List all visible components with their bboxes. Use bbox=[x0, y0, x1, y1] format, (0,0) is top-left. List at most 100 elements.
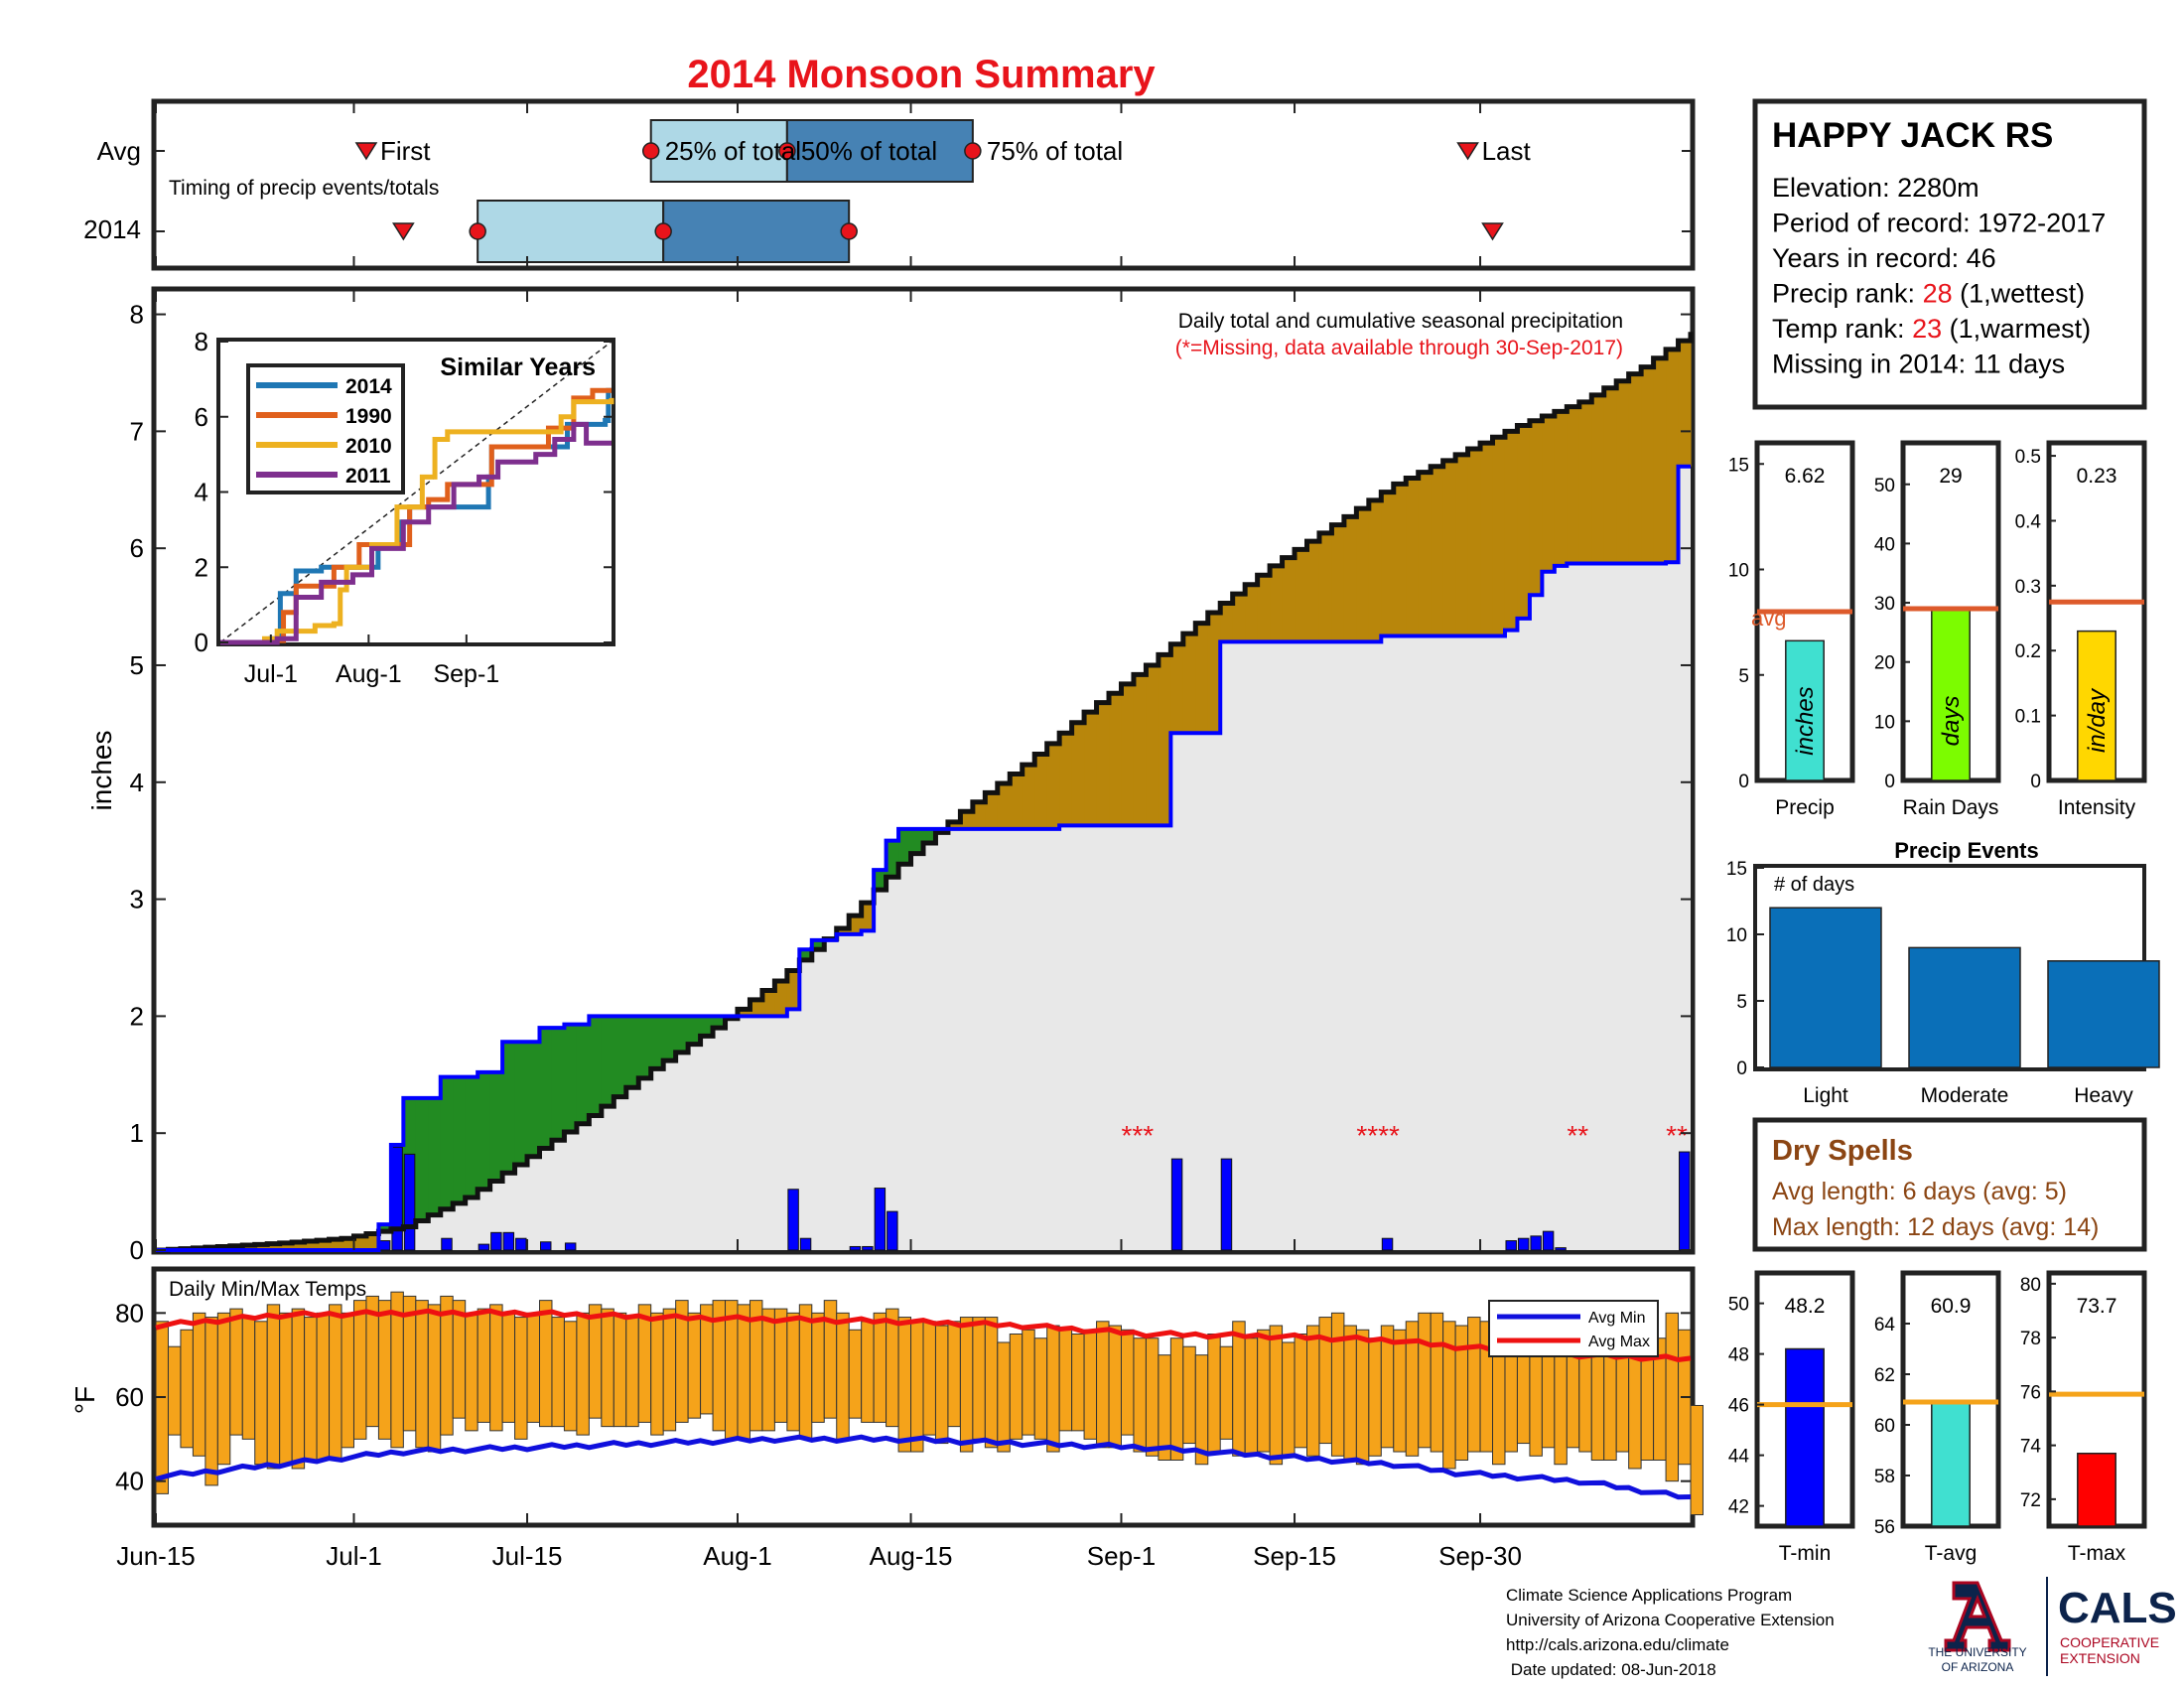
summary-value: 60.9 bbox=[1931, 1295, 1972, 1318]
below-average-segment bbox=[1678, 341, 1692, 467]
average-cumulative-line bbox=[156, 332, 1694, 1253]
daily-temp-bar bbox=[1219, 1345, 1234, 1440]
summary-unit: inches bbox=[1792, 686, 1819, 755]
daily-precip-bar bbox=[1170, 1158, 1183, 1251]
date-tick-label: Jun-15 bbox=[116, 1541, 196, 1571]
cals-logo: CALS COOPERATIVE EXTENSION bbox=[2058, 1584, 2177, 1666]
legend-label-1990: 1990 bbox=[345, 405, 392, 428]
event-category-label: Heavy bbox=[2074, 1084, 2133, 1107]
daily-temps-ylabel: °F bbox=[69, 1386, 100, 1414]
summary-label: Intensity bbox=[2058, 796, 2136, 819]
below-average-segment bbox=[1356, 508, 1370, 642]
footer: Climate Science Applications Program Uni… bbox=[1506, 1577, 2177, 1679]
daily-temp-bar bbox=[514, 1317, 528, 1440]
timing-2014-first-marker bbox=[392, 222, 415, 241]
above-average-segment bbox=[898, 828, 912, 865]
station-line: Period of record: 1972-2017 bbox=[1772, 209, 2106, 238]
temp-y-tick-label: 80 bbox=[115, 1298, 144, 1328]
above-average-segment bbox=[614, 1016, 627, 1097]
summary-y-tick-label: 0.5 bbox=[2015, 447, 2041, 468]
summary-y-tick-label: 0.2 bbox=[2015, 641, 2041, 662]
legend-label-2010: 2010 bbox=[345, 435, 392, 458]
missing-data-marker: ** bbox=[1567, 1120, 1588, 1151]
below-average-segment bbox=[1245, 584, 1259, 642]
daily-precip-bar bbox=[787, 1189, 799, 1251]
daily-temp-bar bbox=[972, 1317, 986, 1440]
above-average-segment bbox=[923, 828, 937, 844]
dry-spells-title: Dry Spells bbox=[1772, 1135, 1913, 1167]
summary-value: 48.2 bbox=[1785, 1295, 1826, 1318]
date-tick-label: Aug-15 bbox=[870, 1541, 953, 1571]
daily-temp-bar bbox=[1145, 1337, 1160, 1457]
below-average-segment bbox=[1653, 357, 1667, 564]
below-average-segment bbox=[1554, 411, 1568, 566]
daily-temp-bar bbox=[637, 1304, 652, 1423]
station-line-value: 11 days bbox=[1974, 350, 2066, 379]
cumulative-y-tick-label: 2 bbox=[130, 1001, 144, 1031]
cals-logo-line-1: COOPERATIVE bbox=[2060, 1634, 2159, 1650]
daily-temp-bar bbox=[1330, 1312, 1345, 1457]
cumulative-y-tick-label: 3 bbox=[130, 885, 144, 914]
above-average-segment bbox=[478, 1071, 491, 1190]
station-line-value: 2280m bbox=[1897, 173, 1979, 203]
below-average-segment bbox=[1096, 702, 1110, 826]
station-line-label: Period of record: bbox=[1772, 209, 1978, 238]
above-average-segment bbox=[539, 1028, 553, 1149]
daily-temp-bar bbox=[1182, 1345, 1196, 1445]
timing-2014-second-half-box bbox=[662, 200, 851, 263]
below-average-segment bbox=[304, 1241, 318, 1250]
daily-temp-bar bbox=[1022, 1329, 1035, 1436]
timing-row-2014: 2014 bbox=[83, 214, 141, 244]
daily-precip-bar bbox=[1220, 1158, 1233, 1251]
timing-label-p50: 50% of total bbox=[801, 136, 937, 166]
station-line-value: 23 bbox=[1912, 314, 1942, 344]
above-average-segment bbox=[663, 1016, 677, 1061]
below-average-segment bbox=[1270, 565, 1284, 642]
summary-y-tick-label: 0.4 bbox=[2015, 511, 2042, 532]
daily-precip-bar bbox=[403, 1153, 416, 1251]
daily-temp-bar bbox=[687, 1312, 702, 1419]
below-average-segment bbox=[750, 999, 763, 1017]
summary-value: 0.23 bbox=[2077, 465, 2117, 488]
ua-logo-line-2: OF ARIZONA bbox=[1942, 1660, 2014, 1674]
avg-min-line bbox=[155, 1434, 1692, 1500]
daily-temp-bar bbox=[352, 1300, 367, 1440]
below-average-segment bbox=[960, 811, 974, 829]
below-average-segment bbox=[1442, 460, 1456, 636]
precip-events-title: Precip Events bbox=[1894, 838, 2039, 863]
daily-temp-bar bbox=[155, 1321, 169, 1494]
legend-avg-min-label: Avg Min bbox=[1588, 1310, 1646, 1327]
daily-temp-bar bbox=[279, 1312, 293, 1466]
below-average-segment bbox=[1504, 431, 1519, 631]
timing-avg-second-half-box bbox=[785, 119, 974, 183]
similar-years-x-tick-label: Jul-1 bbox=[244, 660, 298, 688]
daily-temp-bar bbox=[773, 1308, 788, 1423]
below-average-segment bbox=[997, 782, 1011, 829]
summary-y-tick-label: 58 bbox=[1874, 1467, 1895, 1487]
above-average-segment bbox=[700, 1016, 714, 1037]
daily-temp-bar bbox=[1418, 1312, 1432, 1449]
daily-temp-bar bbox=[526, 1312, 541, 1423]
below-average-segment bbox=[267, 1243, 281, 1250]
footer-line-4: Date updated: 08-Jun-2018 bbox=[1506, 1660, 1716, 1679]
daily-temp-bar bbox=[725, 1300, 739, 1440]
daily-temp-bar bbox=[329, 1304, 342, 1462]
below-average-segment bbox=[1146, 664, 1160, 826]
below-average-segment bbox=[1170, 643, 1184, 734]
event-category-label: Light bbox=[1803, 1084, 1848, 1107]
ua-logo-line-1: THE UNIVERSITY bbox=[1928, 1645, 2026, 1659]
daily-temp-bar bbox=[959, 1317, 974, 1453]
daily-temp-bar bbox=[341, 1312, 354, 1449]
above-average-segment bbox=[428, 1097, 442, 1215]
daily-temp-bar bbox=[291, 1308, 306, 1470]
below-average-segment bbox=[786, 970, 800, 1010]
below-average-segment bbox=[1182, 633, 1196, 734]
daily-temp-bar bbox=[836, 1312, 850, 1440]
daily-temp-bar bbox=[1368, 1337, 1382, 1457]
daily-temp-bar bbox=[415, 1300, 429, 1449]
above-average-segment bbox=[811, 939, 825, 950]
summary-y-tick-label: 42 bbox=[1728, 1497, 1749, 1518]
temp-y-tick-label: 60 bbox=[115, 1382, 144, 1412]
below-average-segment bbox=[1628, 373, 1642, 564]
below-average-segment bbox=[1343, 516, 1357, 642]
